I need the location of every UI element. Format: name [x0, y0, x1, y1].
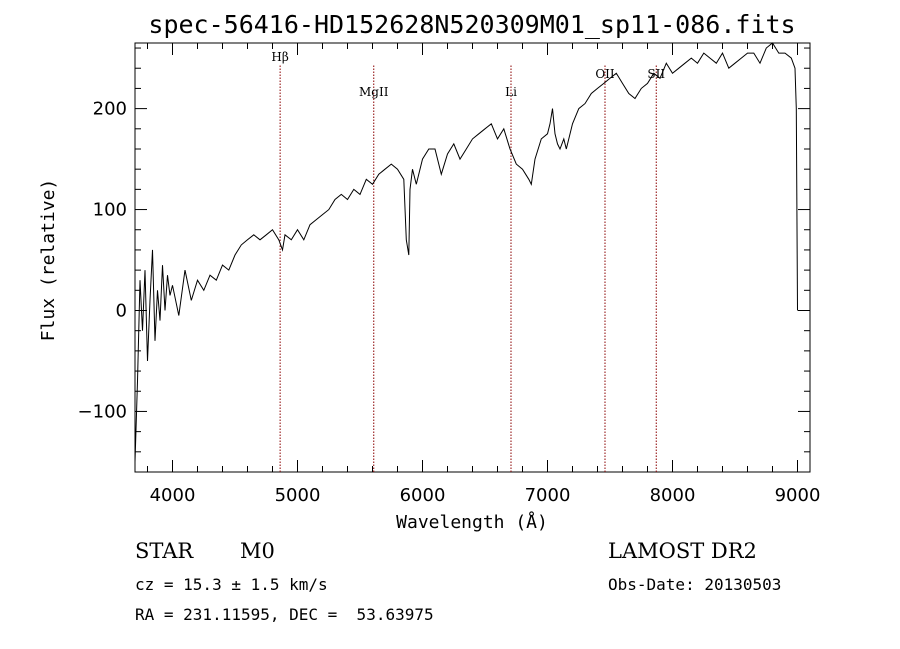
x-tick-label: 8000 — [650, 485, 696, 506]
x-axis-label: Wavelength (Å) — [396, 511, 548, 533]
y-tick-label: 0 — [116, 300, 127, 321]
x-tick-label: 5000 — [275, 485, 321, 506]
x-tick-label: 6000 — [400, 485, 446, 506]
redshift-info: cz = 15.3 ± 1.5 km/s — [135, 575, 328, 594]
coordinates: RA = 231.11595, DEC = 53.63975 — [135, 605, 434, 624]
x-tick-label: 4000 — [150, 485, 196, 506]
y-tick-label: −100 — [78, 401, 127, 422]
object-class: STAR — [135, 539, 194, 563]
line-marker-label: Li — [505, 85, 517, 99]
line-marker-label: MgII — [359, 85, 389, 99]
obs-date: Obs-Date: 20130503 — [608, 575, 781, 594]
y-axis: −100 0 100 200 — [78, 47, 810, 453]
spectrum-line — [134, 42, 798, 462]
x-tick-label: 9000 — [775, 485, 821, 506]
line-marker-label: Hβ — [271, 50, 288, 64]
line-marker-label: OII — [595, 67, 615, 81]
x-axis: 4000 5000 6000 7000 8000 9000 — [147, 43, 821, 506]
chart-title: spec-56416-HD152628N520309M01_sp11-086.f… — [148, 10, 795, 39]
y-tick-label: 200 — [93, 99, 127, 120]
y-axis-label: Flux (relative) — [38, 179, 59, 342]
plot-frame — [134, 42, 811, 473]
y-tick-label: 100 — [93, 200, 127, 221]
x-tick-label: 7000 — [525, 485, 571, 506]
survey-name: LAMOST DR2 — [608, 539, 757, 563]
object-subclass: M0 — [240, 539, 275, 563]
